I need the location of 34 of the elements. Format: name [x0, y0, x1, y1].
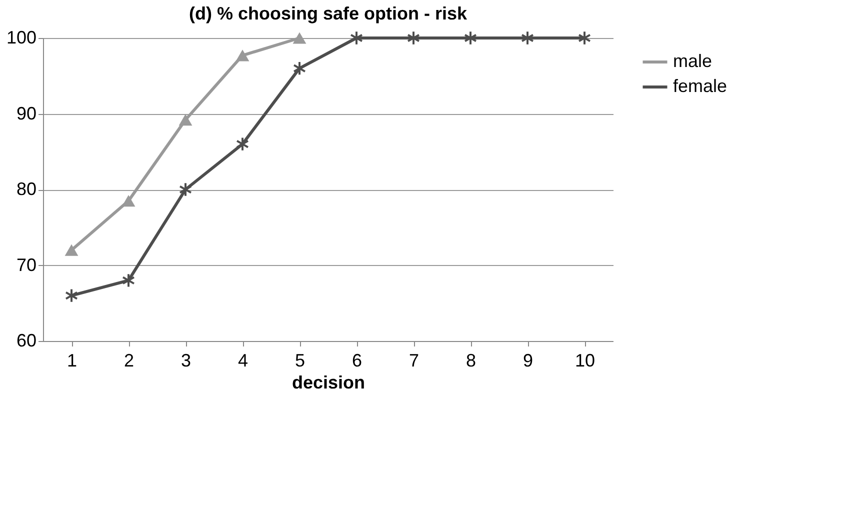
x-axis-title: decision — [292, 372, 366, 392]
point — [292, 32, 306, 44]
point — [578, 30, 591, 46]
x-tick-label: 10 — [574, 350, 596, 370]
point — [64, 244, 78, 256]
x-tick-label: 2 — [124, 350, 134, 370]
x-tick-label: 3 — [180, 350, 192, 370]
y-tick-label: 70 — [16, 254, 36, 275]
chart-title: (d) % choosing safe option - risk — [188, 4, 468, 24]
point — [521, 30, 534, 46]
point — [293, 60, 306, 76]
legend-label: female — [673, 76, 728, 96]
x-tick-label: 1 — [66, 350, 78, 370]
point — [122, 273, 135, 288]
point — [65, 288, 78, 303]
y-tick-label: 80 — [16, 179, 36, 199]
x-tick-label: 8 — [466, 350, 476, 370]
point — [236, 136, 249, 152]
y-tick-label: 60 — [16, 330, 36, 350]
legend-label: male — [673, 51, 712, 71]
point — [407, 30, 420, 46]
x-tick-label: 6 — [352, 350, 362, 370]
y-tick-label: 90 — [16, 103, 36, 124]
y-tick-label: 100 — [6, 28, 36, 48]
point — [178, 114, 192, 126]
x-tick-label: 4 — [238, 350, 248, 370]
point — [350, 30, 363, 46]
point — [122, 195, 136, 207]
x-tick-label: 7 — [408, 350, 420, 370]
point — [236, 50, 250, 62]
x-tick-label: 9 — [522, 350, 534, 370]
point — [179, 182, 192, 197]
point — [464, 30, 477, 46]
x-tick-label: 5 — [294, 350, 306, 370]
